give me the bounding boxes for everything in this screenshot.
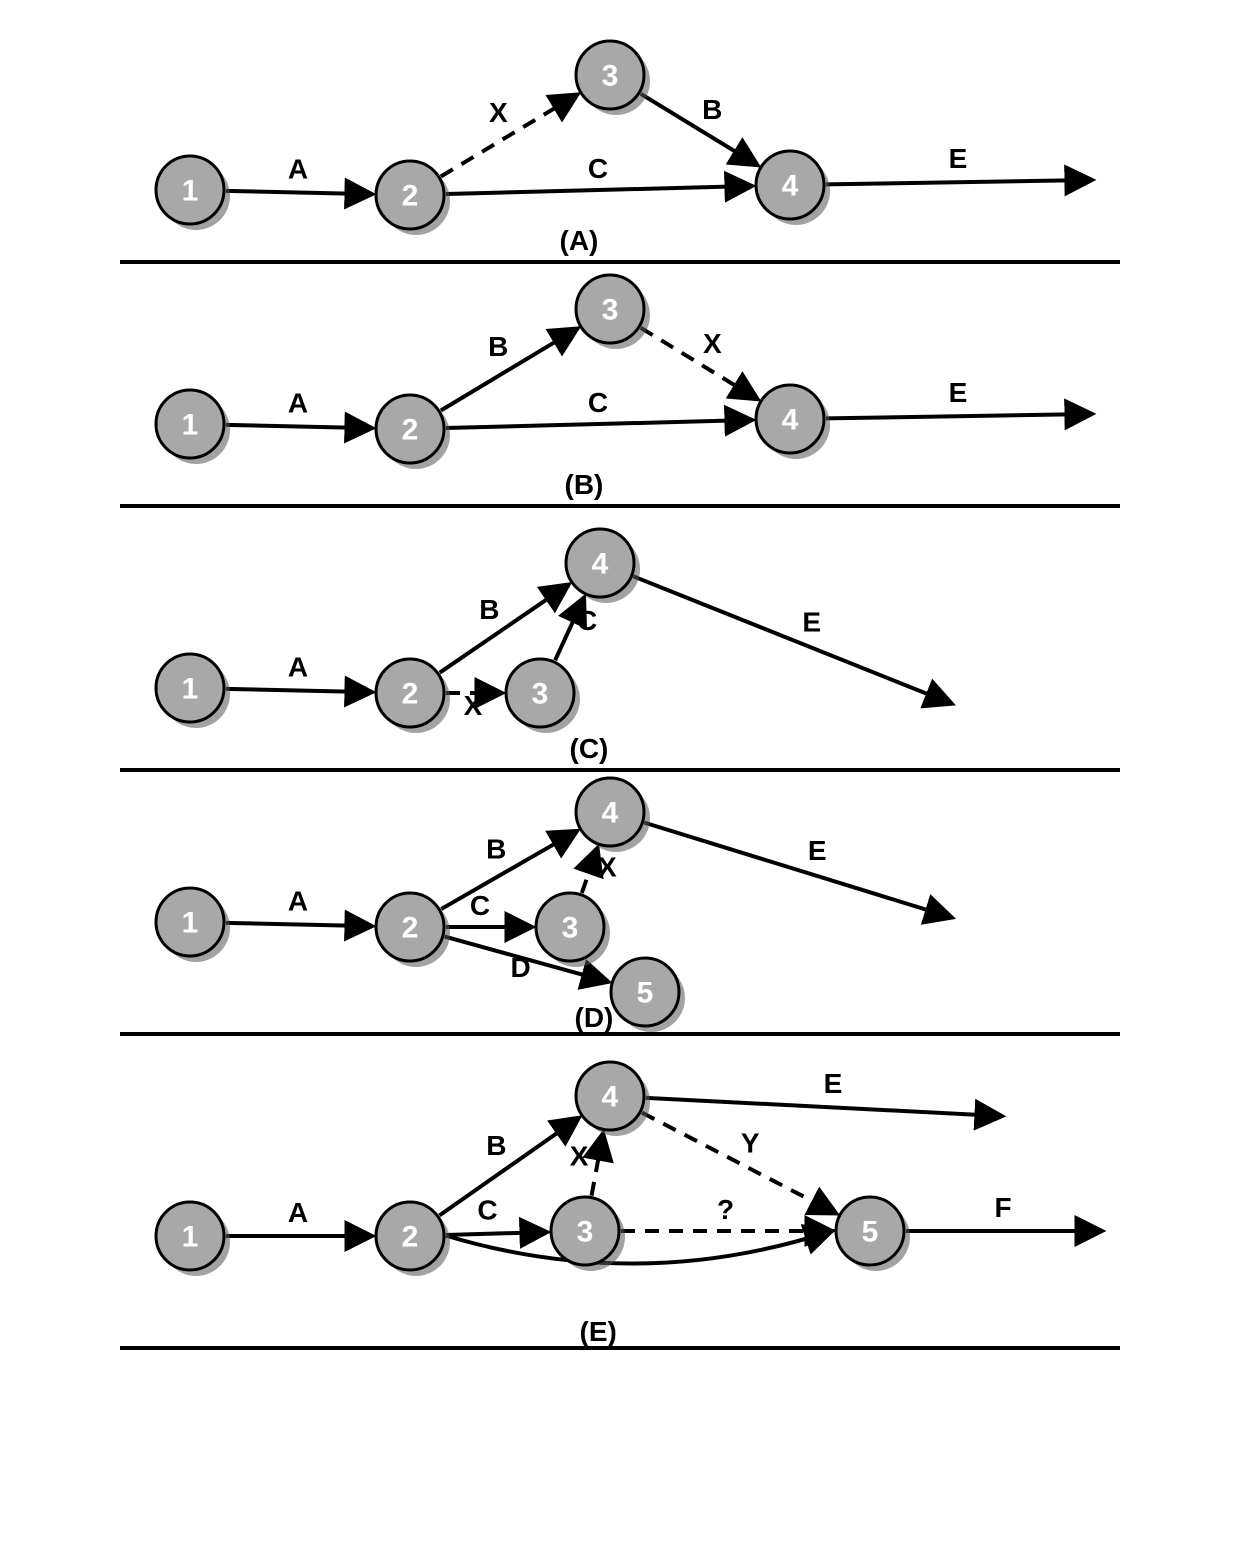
edge-X bbox=[640, 328, 755, 398]
edge-X bbox=[591, 1135, 602, 1195]
panel-B: A B X C E 1 2 3 4 (B) bbox=[120, 264, 1120, 508]
panel-C: A B X C E 1 2 3 4 (C) bbox=[120, 508, 1120, 772]
edge-Y bbox=[641, 1113, 834, 1213]
node-label-1: 1 bbox=[181, 409, 198, 442]
node-label-5: 5 bbox=[861, 1216, 878, 1249]
edge-label-D: D bbox=[510, 952, 530, 983]
edge-label-X: X bbox=[488, 97, 507, 128]
edge-A bbox=[225, 425, 369, 428]
node-label-1: 1 bbox=[181, 175, 198, 208]
panel-label-E: (E) bbox=[580, 1316, 617, 1348]
edge-A bbox=[225, 689, 369, 692]
edge-label-C: C bbox=[587, 153, 607, 184]
edge-label-C: C bbox=[587, 387, 607, 418]
edge-label-A: A bbox=[287, 885, 307, 916]
node-label-2: 2 bbox=[401, 414, 418, 447]
node-label-2: 2 bbox=[401, 180, 418, 213]
node-label-4: 4 bbox=[781, 170, 798, 203]
panel-E: A B C X? Y E F 1 2 3 4 5 (E) bbox=[120, 1036, 1120, 1350]
edge-label-A: A bbox=[287, 387, 307, 418]
edge-C bbox=[445, 1232, 544, 1235]
edge-label-X: X bbox=[569, 1140, 588, 1171]
edge-label-E: E bbox=[807, 835, 826, 866]
edge-label-B: B bbox=[479, 594, 499, 625]
edge-E bbox=[825, 414, 1089, 418]
edge-label-X: X bbox=[702, 328, 721, 359]
edge-label-E: E bbox=[802, 607, 821, 638]
node-label-1: 1 bbox=[181, 1221, 198, 1254]
edge-label-E: E bbox=[948, 377, 967, 408]
edge-A bbox=[225, 923, 369, 926]
edge-label-C: C bbox=[577, 605, 597, 636]
edge-label-X: X bbox=[463, 690, 482, 721]
edge-label-A: A bbox=[287, 651, 307, 682]
edge-label-A: A bbox=[287, 1197, 307, 1228]
edge-B bbox=[640, 94, 755, 164]
node-label-3: 3 bbox=[601, 60, 618, 93]
panel-svg-D: A BC X D E 1 2 3 4 5 bbox=[120, 772, 1120, 1032]
edge-X bbox=[440, 96, 575, 177]
node-label-4: 4 bbox=[591, 548, 608, 581]
edge-C bbox=[445, 186, 749, 194]
node-label-3: 3 bbox=[531, 678, 548, 711]
node-label-2: 2 bbox=[401, 1221, 418, 1254]
panel-svg-A: A X B C E 1 2 3 4 bbox=[120, 20, 1120, 260]
node-label-2: 2 bbox=[401, 912, 418, 945]
node-label-4: 4 bbox=[781, 404, 798, 437]
panel-svg-C: A B X C E 1 2 3 4 bbox=[120, 508, 1120, 768]
edge-A bbox=[225, 191, 369, 194]
edge-label-F: F bbox=[994, 1192, 1011, 1223]
panel-A: A X B C E 1 2 3 4 (A) bbox=[120, 20, 1120, 264]
edge-E bbox=[645, 1098, 999, 1116]
node-label-2: 2 bbox=[401, 678, 418, 711]
node-label-1: 1 bbox=[181, 673, 198, 706]
edge-label-C: C bbox=[469, 890, 489, 921]
edge-B bbox=[439, 1119, 577, 1215]
node-label-1: 1 bbox=[181, 907, 198, 940]
node-label-4: 4 bbox=[601, 1081, 618, 1114]
panel-svg-B: A B X C E 1 2 3 4 bbox=[120, 264, 1120, 504]
edge-label-C: C bbox=[477, 1195, 497, 1226]
panel-D: A BC X D E 1 2 3 4 5 (D) bbox=[120, 772, 1120, 1036]
panel-label-A: (A) bbox=[560, 225, 599, 257]
edge-label-?: ? bbox=[716, 1194, 733, 1225]
edge-label-A: A bbox=[287, 153, 307, 184]
edge-E bbox=[644, 823, 950, 917]
edge-label-E: E bbox=[948, 143, 967, 174]
panel-svg-E: A B C X? Y E F 1 2 3 4 5 bbox=[120, 1036, 1120, 1346]
node-label-4: 4 bbox=[601, 797, 618, 830]
edge-label-E: E bbox=[823, 1068, 842, 1099]
edge-C bbox=[445, 420, 749, 428]
panel-label-D: (D) bbox=[575, 1002, 614, 1034]
panel-label-B: (B) bbox=[565, 469, 604, 501]
edge-label-B: B bbox=[486, 833, 506, 864]
node-label-3: 3 bbox=[601, 294, 618, 327]
edge-label-X: X bbox=[597, 851, 616, 882]
edge-label-Y: Y bbox=[740, 1128, 759, 1159]
edge-label-B: B bbox=[486, 1130, 506, 1161]
edge-label-B: B bbox=[702, 94, 722, 125]
edge-X bbox=[581, 850, 596, 893]
node-label-3: 3 bbox=[561, 912, 578, 945]
edge-6 bbox=[445, 1231, 829, 1263]
edge-E bbox=[825, 180, 1089, 184]
node-label-3: 3 bbox=[576, 1216, 593, 1249]
edge-E bbox=[633, 576, 950, 703]
edge-label-B: B bbox=[488, 331, 508, 362]
panel-label-C: (C) bbox=[570, 733, 609, 765]
node-label-5: 5 bbox=[636, 977, 653, 1010]
network-diagram-figure: AXBCE1234(A)ABXCE1234(B)ABXCE1234(C)ABCX… bbox=[120, 20, 1120, 1350]
